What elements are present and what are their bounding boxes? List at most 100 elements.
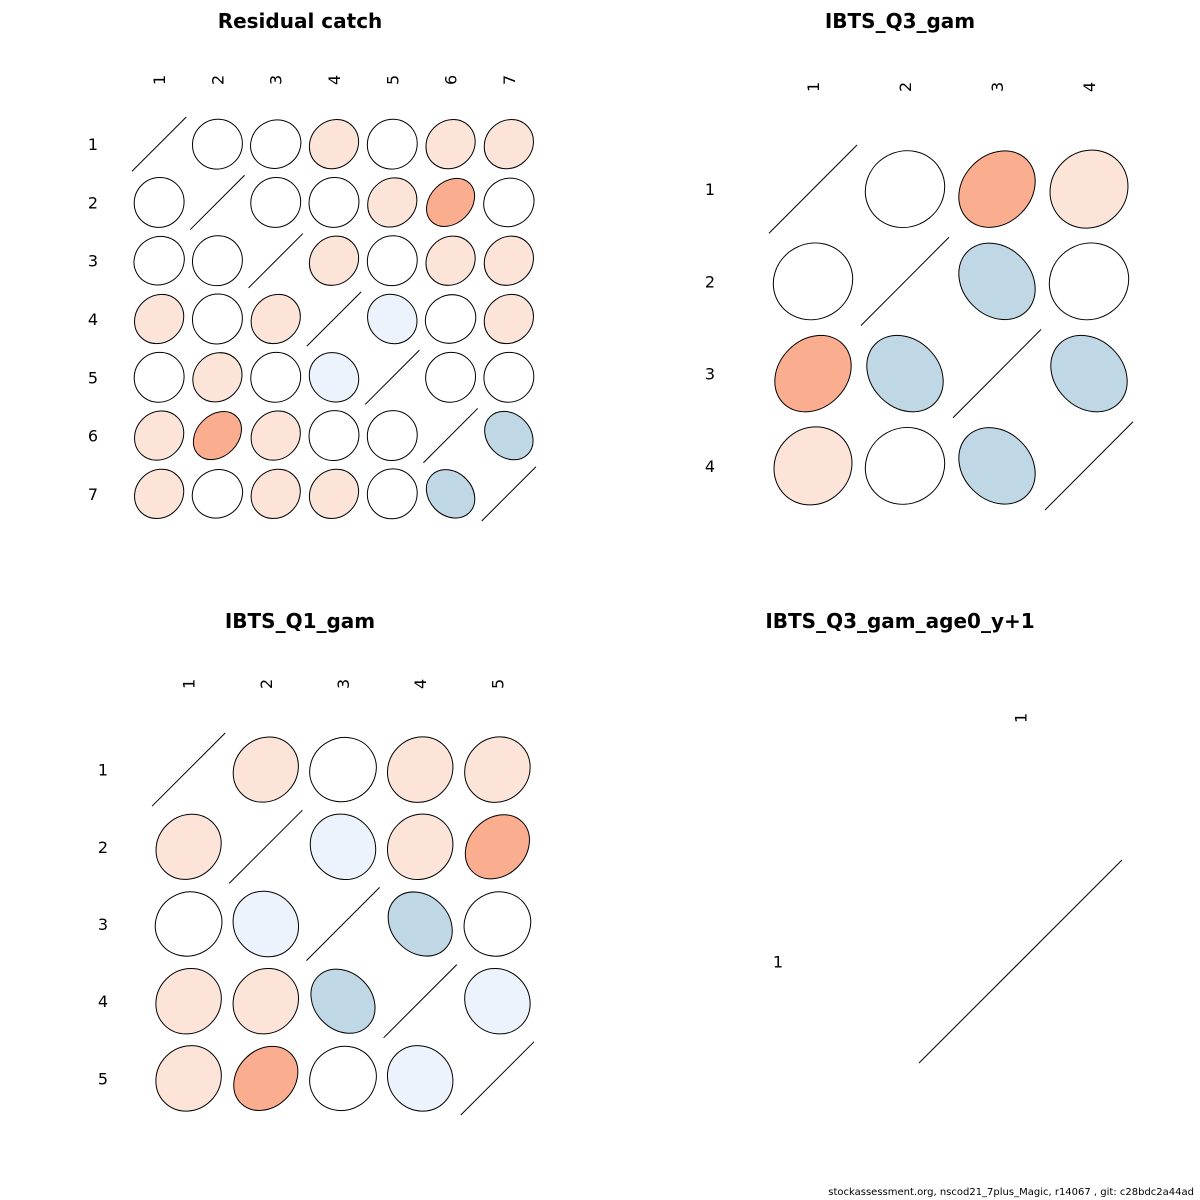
column-label: 3 [988,82,1007,92]
correlation-ellipse [309,736,377,803]
diagonal-line [151,732,226,807]
correlation-ellipse [958,242,1036,321]
column-label: 2 [896,82,915,92]
correlation-ellipse [1050,334,1128,413]
row-label: 2 [705,272,715,291]
correlation-ellipse [1049,149,1129,229]
panel-title: Residual catch [218,9,383,33]
row-label: 7 [88,485,98,504]
correlation-ellipse [366,410,418,462]
correlation-ellipse [134,468,185,519]
correlation-ellipse [191,469,244,519]
correlation-ellipse [155,813,222,880]
diagonal-line [1044,421,1134,511]
diagonal-line [952,329,1042,419]
correlation-ellipse [367,293,418,345]
correlation-ellipse [774,334,852,413]
row-label: 6 [88,427,98,446]
correlation-ellipse [386,1045,454,1112]
column-label: 1 [180,679,199,689]
diagonal-line [248,233,304,289]
correlation-ellipse [309,1045,377,1112]
footer-credit: stockassessment.org, nscod21_7plus_Magic… [828,1187,1194,1198]
diagonal-line [364,349,420,405]
column-label: 6 [442,75,461,85]
correlation-ellipse [233,1045,299,1111]
column-label: 3 [267,75,286,85]
panel-title: IBTS_Q3_gam_age0_y+1 [765,609,1034,633]
row-label: 1 [98,761,108,780]
correlation-ellipse [250,119,302,169]
correlation-ellipse [772,242,854,321]
correlation-ellipse [483,351,535,403]
diagonal-line [423,408,479,464]
correlation-ellipse [133,235,185,286]
row-label: 1 [705,180,715,199]
diagonal-line [306,291,362,347]
column-label: 7 [500,75,519,85]
correlation-ellipse [155,967,222,1035]
correlation-ellipse [367,177,418,228]
correlation-ellipse [308,119,360,170]
correlation-ellipse [463,891,532,957]
row-label: 2 [98,838,108,857]
column-label: 4 [325,75,344,85]
correlation-ellipse [864,150,946,228]
row-label: 3 [98,915,108,934]
correlation-ellipse [773,426,853,506]
correlation-ellipse [192,352,243,403]
column-label: 3 [334,679,353,689]
diagonal-line [918,859,1123,1064]
diagonal-line [189,174,245,230]
column-label: 1 [150,75,169,85]
correlation-ellipse [958,150,1036,228]
correlation-ellipse [250,351,302,403]
column-label: 4 [411,679,430,689]
diagonal-line [768,144,858,234]
correlation-ellipse [958,427,1036,505]
correlation-ellipse [866,334,944,413]
row-label: 2 [88,193,98,212]
correlation-ellipse [484,410,534,461]
column-label: 5 [383,75,402,85]
correlation-ellipse [483,235,534,286]
row-label: 5 [98,1069,108,1088]
correlation-ellipse [366,468,418,520]
correlation-ellipse [483,119,534,170]
diagonal-line [860,236,950,326]
correlation-ellipse [483,293,534,345]
correlation-ellipse [232,967,300,1035]
diagonal-line [383,964,458,1039]
correlation-ellipse [134,410,185,461]
correlation-ellipse [308,176,360,228]
correlation-ellipse [464,967,531,1035]
correlation-panel-3: IBTS_Q1_gam 1 1 2 2 3 3 4 4 5 5 [98,609,535,1116]
correlation-ellipse [366,235,418,287]
correlation-ellipse [386,736,454,803]
correlation-ellipse [483,177,535,228]
correlation-ellipse [864,427,946,505]
correlation-ellipse [464,736,531,803]
correlation-ellipse [387,891,453,957]
correlation-ellipse [308,235,360,286]
column-label: 2 [208,75,227,85]
correlation-ellipse [232,736,299,803]
diagonal-line [228,809,303,884]
correlation-ellipse [425,469,476,519]
panel-title: IBTS_Q3_gam [825,9,975,33]
correlation-ellipse [425,351,477,403]
correlation-ellipse [426,177,476,227]
row-label: 4 [88,310,98,329]
correlation-ellipse [232,890,300,958]
column-label: 1 [804,82,823,92]
diagonal-line [481,466,537,522]
correlation-ellipse [386,813,454,881]
column-label: 2 [257,679,276,689]
correlation-ellipse [366,118,418,170]
correlation-ellipse [309,813,377,881]
correlation-ellipse [424,294,477,344]
row-label: 4 [98,992,108,1011]
correlation-panel-2: IBTS_Q3_gam 1 1 2 2 3 3 4 4 [705,9,1134,511]
correlation-ellipse [308,468,360,519]
